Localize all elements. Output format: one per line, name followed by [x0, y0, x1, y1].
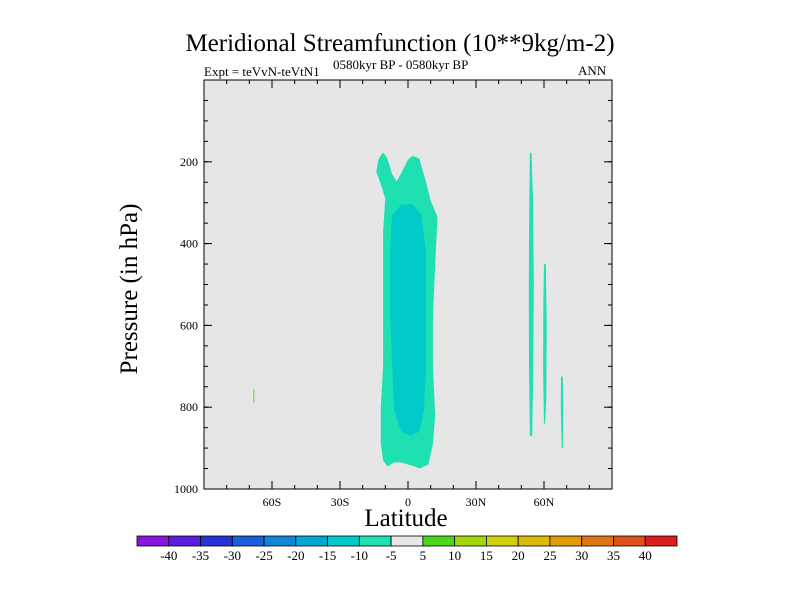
colorbar-label: -20	[287, 548, 304, 563]
x-tick-label: 30S	[331, 495, 350, 509]
contour-fill-main-inner	[389, 203, 427, 436]
colorbar-box	[486, 535, 519, 547]
colorbar-box	[581, 535, 614, 547]
colorbar-box	[295, 535, 328, 547]
colorbar-label: -30	[224, 548, 241, 563]
experiment-label: Expt = teVvN-teVtN1	[204, 64, 320, 79]
colorbar-box	[422, 535, 456, 547]
colorbar-box	[327, 535, 360, 547]
colorbar-label: 15	[480, 548, 493, 563]
colorbar-label: -15	[319, 548, 336, 563]
y-tick-label: 400	[180, 237, 198, 251]
x-tick-label: 30N	[466, 495, 487, 509]
contour-fill-small-positive	[253, 388, 255, 404]
contour-fill-band-1	[528, 152, 534, 436]
x-axis-label: Latitude	[364, 505, 448, 532]
contour-fill-band-2	[543, 264, 547, 424]
colorbar-box	[200, 535, 233, 547]
y-tick-label: 200	[180, 155, 198, 169]
colorbar-box	[168, 535, 201, 547]
colorbar-label: -25	[255, 548, 272, 563]
colorbar-label: 20	[512, 548, 525, 563]
colorbar-label: 10	[448, 548, 461, 563]
colorbar-box	[549, 535, 583, 547]
season-label: ANN	[578, 63, 607, 78]
x-tick-label: 0	[405, 495, 411, 509]
colorbar-box	[263, 535, 297, 547]
colorbar-box	[454, 535, 487, 547]
x-tick-label: 60S	[263, 495, 282, 509]
colorbar-label: -5	[386, 548, 397, 563]
x-tick-label: 60N	[534, 495, 555, 509]
y-tick-label: 600	[180, 318, 198, 332]
colorbar-label: -35	[192, 548, 209, 563]
colorbar-box	[613, 535, 646, 547]
colorbar-label: 40	[639, 548, 652, 563]
colorbar-box	[517, 535, 551, 547]
colorbar-box	[390, 535, 424, 547]
colorbar-label: 25	[543, 548, 556, 563]
colorbar-box	[136, 535, 170, 547]
colorbar-box	[231, 535, 265, 547]
colorbar-box	[358, 535, 392, 547]
colorbar-label: -10	[351, 548, 368, 563]
y-tick-label: 800	[180, 400, 198, 414]
chart-title: Meridional Streamfunction (10**9kg/m-2)	[185, 30, 615, 57]
time-range-label: 0580kyr BP - 0580kyr BP	[333, 57, 469, 72]
colorbar-label: -40	[160, 548, 177, 563]
colorbar-label: 30	[575, 548, 588, 563]
contour-fill-band-3	[560, 376, 564, 449]
colorbar-label: 5	[420, 548, 427, 563]
colorbar-label: 35	[607, 548, 620, 563]
colorbar-box	[644, 535, 678, 547]
y-tick-label: 1000	[174, 482, 198, 496]
